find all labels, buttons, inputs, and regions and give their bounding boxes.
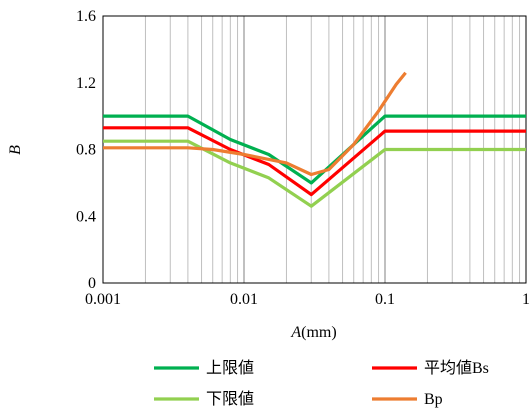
x-tick-label: 1 bbox=[522, 291, 530, 308]
series-line-1 bbox=[103, 114, 526, 185]
series-lines bbox=[103, 71, 526, 208]
y-axis-title: B bbox=[7, 145, 24, 155]
series-line-3 bbox=[103, 139, 526, 208]
x-tick-label: 0.1 bbox=[375, 291, 395, 308]
y-tick-label: 0.8 bbox=[76, 142, 96, 159]
y-tick-label: 0 bbox=[88, 275, 96, 292]
legend-label: 下限値 bbox=[206, 390, 254, 408]
series-line-4 bbox=[103, 71, 407, 177]
x-axis-title-symbol: A bbox=[290, 324, 301, 341]
legend-label: Bp bbox=[424, 391, 443, 408]
x-axis-title: A(mm) bbox=[290, 324, 336, 341]
legend: 上限値 平均値Bs 下限値 Bp bbox=[154, 359, 489, 408]
tick-labels: 0.001 0.01 0.1 1 0 0.4 0.8 1.2 1.6 bbox=[76, 8, 530, 308]
y-tick-label: 1.6 bbox=[76, 8, 96, 25]
legend-label: 平均値Bs bbox=[424, 359, 489, 377]
x-axis-title-unit: (mm) bbox=[301, 324, 337, 341]
y-tick-label: 1.2 bbox=[76, 75, 96, 92]
series-line-2 bbox=[103, 126, 526, 197]
x-tick-label: 0.01 bbox=[230, 291, 258, 308]
x-tick-label: 0.001 bbox=[85, 291, 121, 308]
y-tick-label: 0.4 bbox=[76, 208, 96, 225]
legend-label: 上限値 bbox=[206, 359, 254, 377]
